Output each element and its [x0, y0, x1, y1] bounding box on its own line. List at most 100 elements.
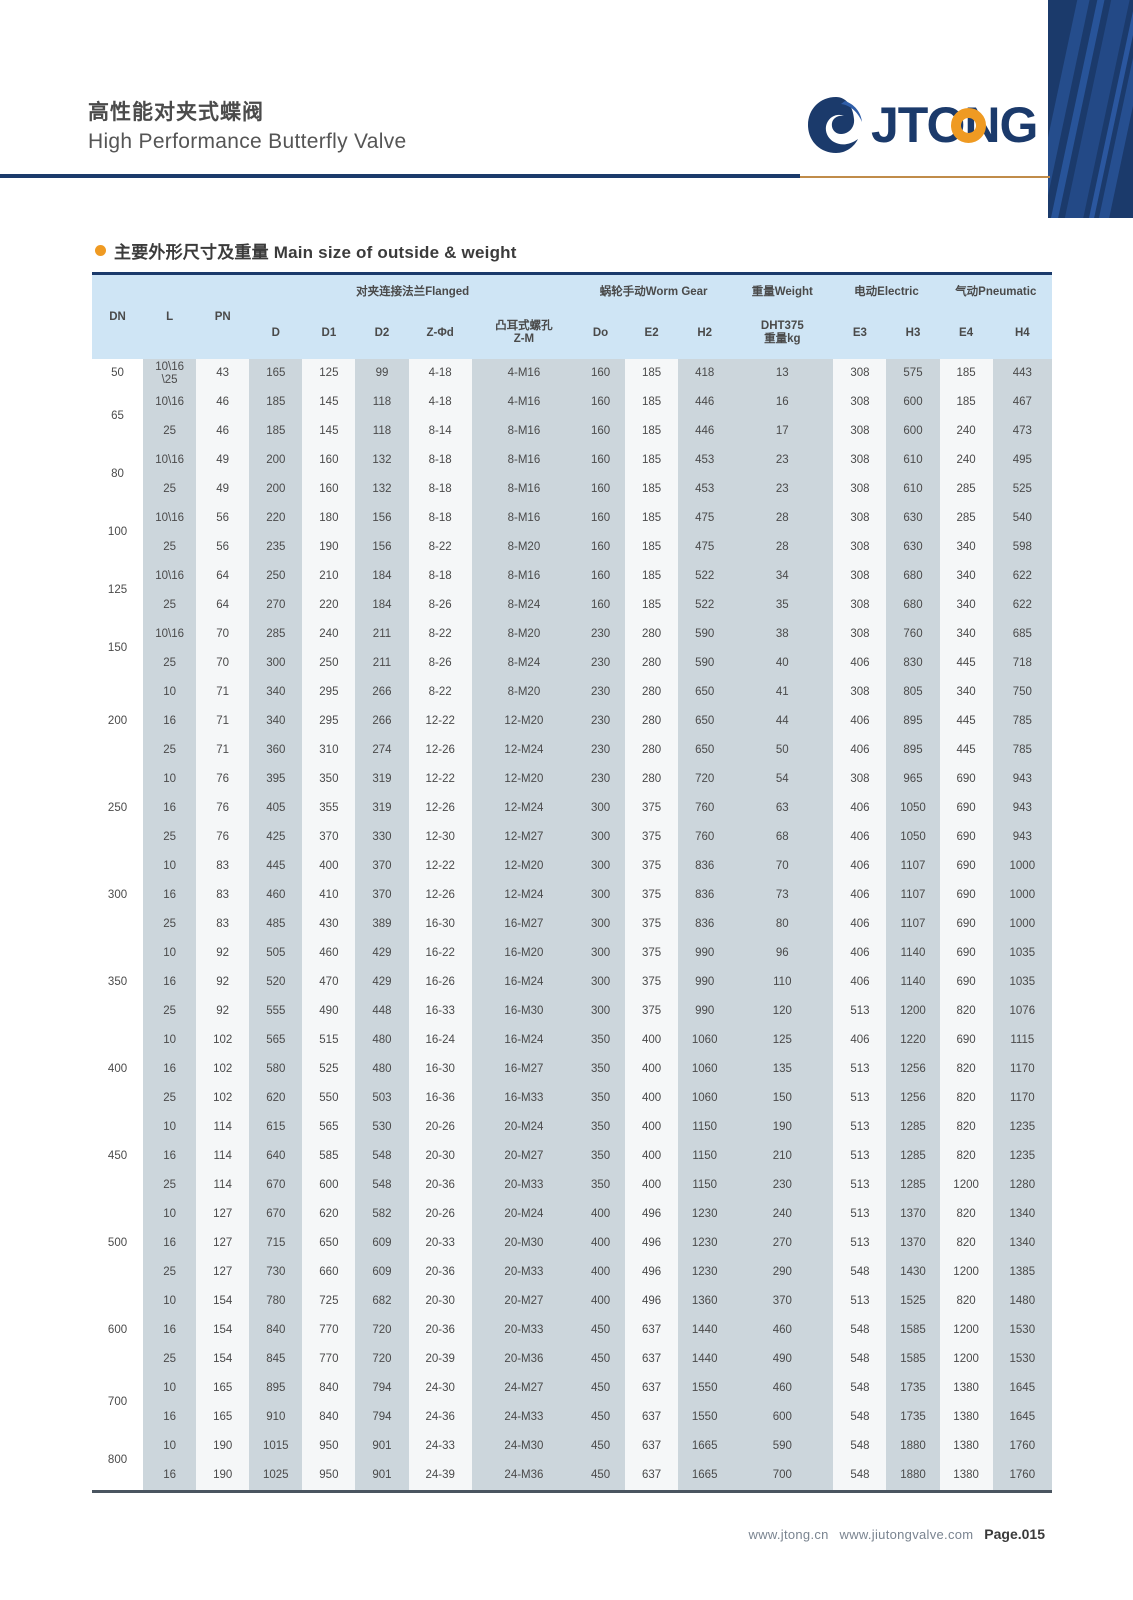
cell-do: 230	[576, 620, 626, 649]
cell-zm: 20-M24	[471, 1113, 577, 1142]
cell-h4: 718	[992, 649, 1052, 678]
cell-d1: 515	[302, 1026, 356, 1055]
col-header-zd: Z-Φd	[408, 306, 472, 359]
cell-zm: 4-M16	[471, 388, 577, 417]
cell-e4: 445	[939, 736, 993, 765]
cell-d1: 295	[302, 707, 356, 736]
cell-d1: 190	[302, 533, 356, 562]
cell-zd: 8-26	[408, 649, 472, 678]
cell-pn: 92	[196, 997, 250, 1026]
cell-weight: 110	[731, 968, 834, 997]
cell-e3: 308	[833, 591, 887, 620]
cell-do: 300	[576, 968, 626, 997]
cell-d: 340	[249, 678, 303, 707]
cell-d: 640	[249, 1142, 303, 1171]
cell-pn: 49	[196, 475, 250, 504]
cell-h2: 1150	[678, 1171, 732, 1200]
cell-d1: 490	[302, 997, 356, 1026]
cell-e2: 375	[625, 823, 679, 852]
cell-h4: 1340	[992, 1200, 1052, 1229]
cell-do: 400	[576, 1287, 626, 1316]
table-row: 16 165 910 840 794 24-36 24-M33 450 637 1550 600 54…	[92, 1403, 1052, 1432]
cell-zm: 16-M33	[471, 1084, 577, 1113]
cell-e4: 690	[939, 852, 993, 881]
cell-h2: 453	[678, 475, 732, 504]
cell-l: 10\16	[143, 620, 197, 649]
cell-zd: 4-18	[408, 388, 472, 417]
cell-weight: 44	[731, 707, 834, 736]
cell-d: 445	[249, 852, 303, 881]
footer-site-2[interactable]: www.jiutongvalve.com	[839, 1527, 974, 1542]
cell-d2: 794	[355, 1403, 409, 1432]
cell-zd: 12-22	[408, 852, 472, 881]
cell-h2: 650	[678, 707, 732, 736]
cell-e2: 375	[625, 852, 679, 881]
cell-h4: 685	[992, 620, 1052, 649]
cell-zm: 8-M16	[471, 417, 577, 446]
cell-d: 220	[249, 504, 303, 533]
table-row: 25 102 620 550 503 16-36 16-M33 350 400 1060 150 51…	[92, 1084, 1052, 1113]
cell-d2: 184	[355, 591, 409, 620]
cell-d: 285	[249, 620, 303, 649]
cell-h4: 622	[992, 562, 1052, 591]
cell-d: 565	[249, 1026, 303, 1055]
cell-e4: 820	[939, 1287, 993, 1316]
cell-h2: 650	[678, 678, 732, 707]
cell-e3: 513	[833, 997, 887, 1026]
cell-h3: 1880	[886, 1461, 940, 1490]
header-title-block: 高性能对夹式蝶阀 High Performance Butterfly Valv…	[88, 100, 407, 156]
table-row: 25 83 485 430 389 16-30 16-M27 300 375 836 80 406 11…	[92, 910, 1052, 939]
cell-h3: 1585	[886, 1316, 940, 1345]
cell-e4: 445	[939, 649, 993, 678]
table-head: DN L PN 对夹连接法兰Flanged 蜗轮手动Worm Gear 重量We…	[92, 275, 1052, 359]
cell-h3: 830	[886, 649, 940, 678]
cell-e3: 406	[833, 910, 887, 939]
cell-h4: 1280	[992, 1171, 1052, 1200]
cell-weight: 34	[731, 562, 834, 591]
cell-l: 10	[143, 1200, 197, 1229]
cell-h2: 475	[678, 504, 732, 533]
cell-d1: 460	[302, 939, 356, 968]
cell-e4: 285	[939, 475, 993, 504]
cell-dn: 50	[92, 359, 144, 388]
cell-e3: 513	[833, 1055, 887, 1084]
cell-weight: 460	[731, 1374, 834, 1403]
cell-h2: 475	[678, 533, 732, 562]
cell-e2: 637	[625, 1316, 679, 1345]
cell-zd: 12-26	[408, 881, 472, 910]
cell-do: 350	[576, 1026, 626, 1055]
cell-do: 230	[576, 707, 626, 736]
cell-l: 25	[143, 1258, 197, 1287]
cell-e2: 496	[625, 1258, 679, 1287]
footer-site-1[interactable]: www.jtong.cn	[748, 1527, 829, 1542]
cell-d: 670	[249, 1171, 303, 1200]
cell-h4: 750	[992, 678, 1052, 707]
cell-d1: 600	[302, 1171, 356, 1200]
cell-h3: 760	[886, 620, 940, 649]
col-header-l: L	[143, 275, 197, 359]
cell-zd: 20-36	[408, 1258, 472, 1287]
col-header-weight: DHT375 重量kg	[731, 306, 834, 359]
cell-h3: 1285	[886, 1142, 940, 1171]
col-header-d: D	[249, 306, 303, 359]
cell-zd: 20-39	[408, 1345, 472, 1374]
cell-d1: 160	[302, 475, 356, 504]
cell-zm: 8-M20	[471, 620, 577, 649]
cell-zm: 16-M27	[471, 1055, 577, 1084]
cell-e2: 400	[625, 1055, 679, 1084]
header-rule-gold	[800, 176, 1050, 178]
cell-d: 200	[249, 475, 303, 504]
cell-pn: 102	[196, 1055, 250, 1084]
cell-h4: 943	[992, 794, 1052, 823]
cell-h2: 990	[678, 939, 732, 968]
cell-d2: 319	[355, 794, 409, 823]
cell-e4: 445	[939, 707, 993, 736]
cell-e4: 1200	[939, 1258, 993, 1287]
cell-l: 25	[143, 823, 197, 852]
cell-weight: 73	[731, 881, 834, 910]
group-header-electric: 电动Electric	[833, 275, 940, 306]
cell-l: 16	[143, 1229, 197, 1258]
cell-e4: 185	[939, 359, 993, 388]
table-row: 16 190 1025 950 901 24-39 24-M36 450 637 1665 700 5…	[92, 1461, 1052, 1490]
cell-h2: 1665	[678, 1432, 732, 1461]
